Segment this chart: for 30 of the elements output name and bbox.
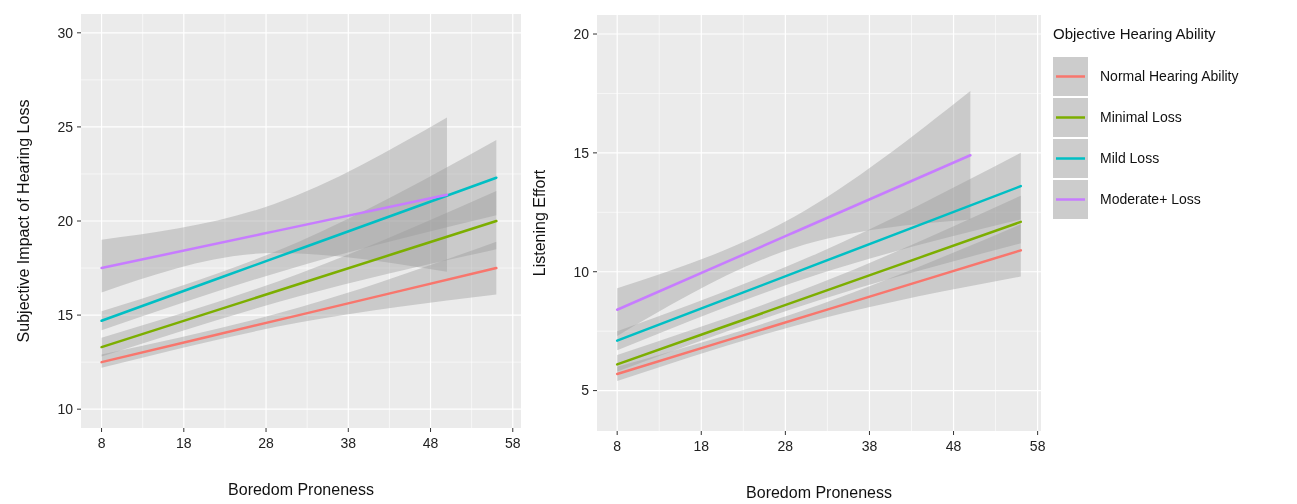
legend-label: Mild Loss [1100,150,1160,167]
x-tick-label: 8 [97,435,106,451]
y-tick-label: 5 [581,382,590,399]
x-tick-label: 28 [258,435,275,451]
x-tick-label: 8 [613,438,622,454]
y-tick-label: 25 [57,118,74,135]
y-tick-label: 20 [57,212,74,229]
y-tick-label: 30 [57,24,74,41]
x-axis-title: Boredom Proneness [746,484,892,501]
x-tick-label: 58 [1029,438,1046,454]
y-tick-label: 10 [573,263,590,280]
x-axis-title: Boredom Proneness [228,481,374,498]
x-tick-label: 18 [693,438,710,454]
x-tick-label: 38 [861,438,878,454]
x-tick-label: 28 [777,438,794,454]
legend-label: Minimal Loss [1100,109,1182,126]
x-tick-label: 38 [340,435,357,451]
y-tick-label: 15 [57,306,74,323]
legend-label: Normal Hearing Ability [1100,68,1239,85]
y-tick-label: 20 [573,25,590,42]
y-axis-title: Listening Effort [531,169,548,277]
x-tick-label: 48 [945,438,962,454]
x-tick-label: 58 [504,435,521,451]
x-tick-label: 18 [176,435,192,451]
y-axis-title: Subjective Impact of Hearing Loss [15,99,32,343]
legend-label: Moderate+ Loss [1100,191,1201,208]
x-tick-label: 48 [422,435,439,451]
legend-title: Objective Hearing Ability [1053,25,1217,42]
y-tick-label: 15 [573,144,590,161]
y-tick-label: 10 [57,401,74,418]
